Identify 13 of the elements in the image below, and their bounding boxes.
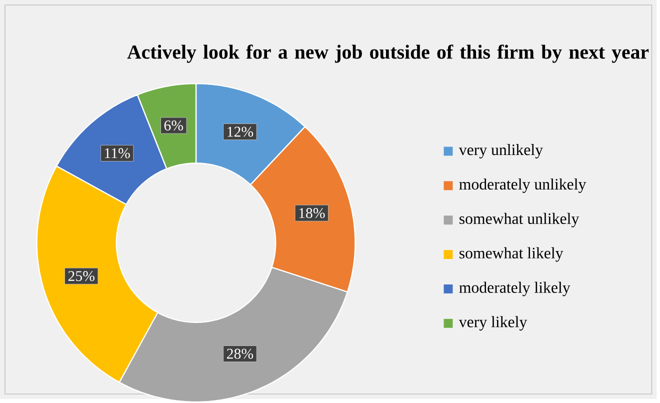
data-label: 25% xyxy=(68,271,94,282)
legend-label: moderately unlikely xyxy=(459,178,586,194)
legend-label: moderately likely xyxy=(459,282,570,296)
legend-label: very unlikely xyxy=(458,144,543,159)
data-label: 28% xyxy=(226,348,254,360)
data-label: 18% xyxy=(299,208,325,218)
data-label: 12% xyxy=(228,126,254,138)
legend-label: somewhat likely xyxy=(460,248,564,262)
data-label: 11% xyxy=(105,148,130,158)
legend-label: somewhat unlikely xyxy=(460,213,580,228)
data-label: 6% xyxy=(164,120,184,131)
chart-title: Actively look for a new job outside of this firm by next year xyxy=(127,44,649,64)
legend-label: very likely xyxy=(458,316,528,331)
